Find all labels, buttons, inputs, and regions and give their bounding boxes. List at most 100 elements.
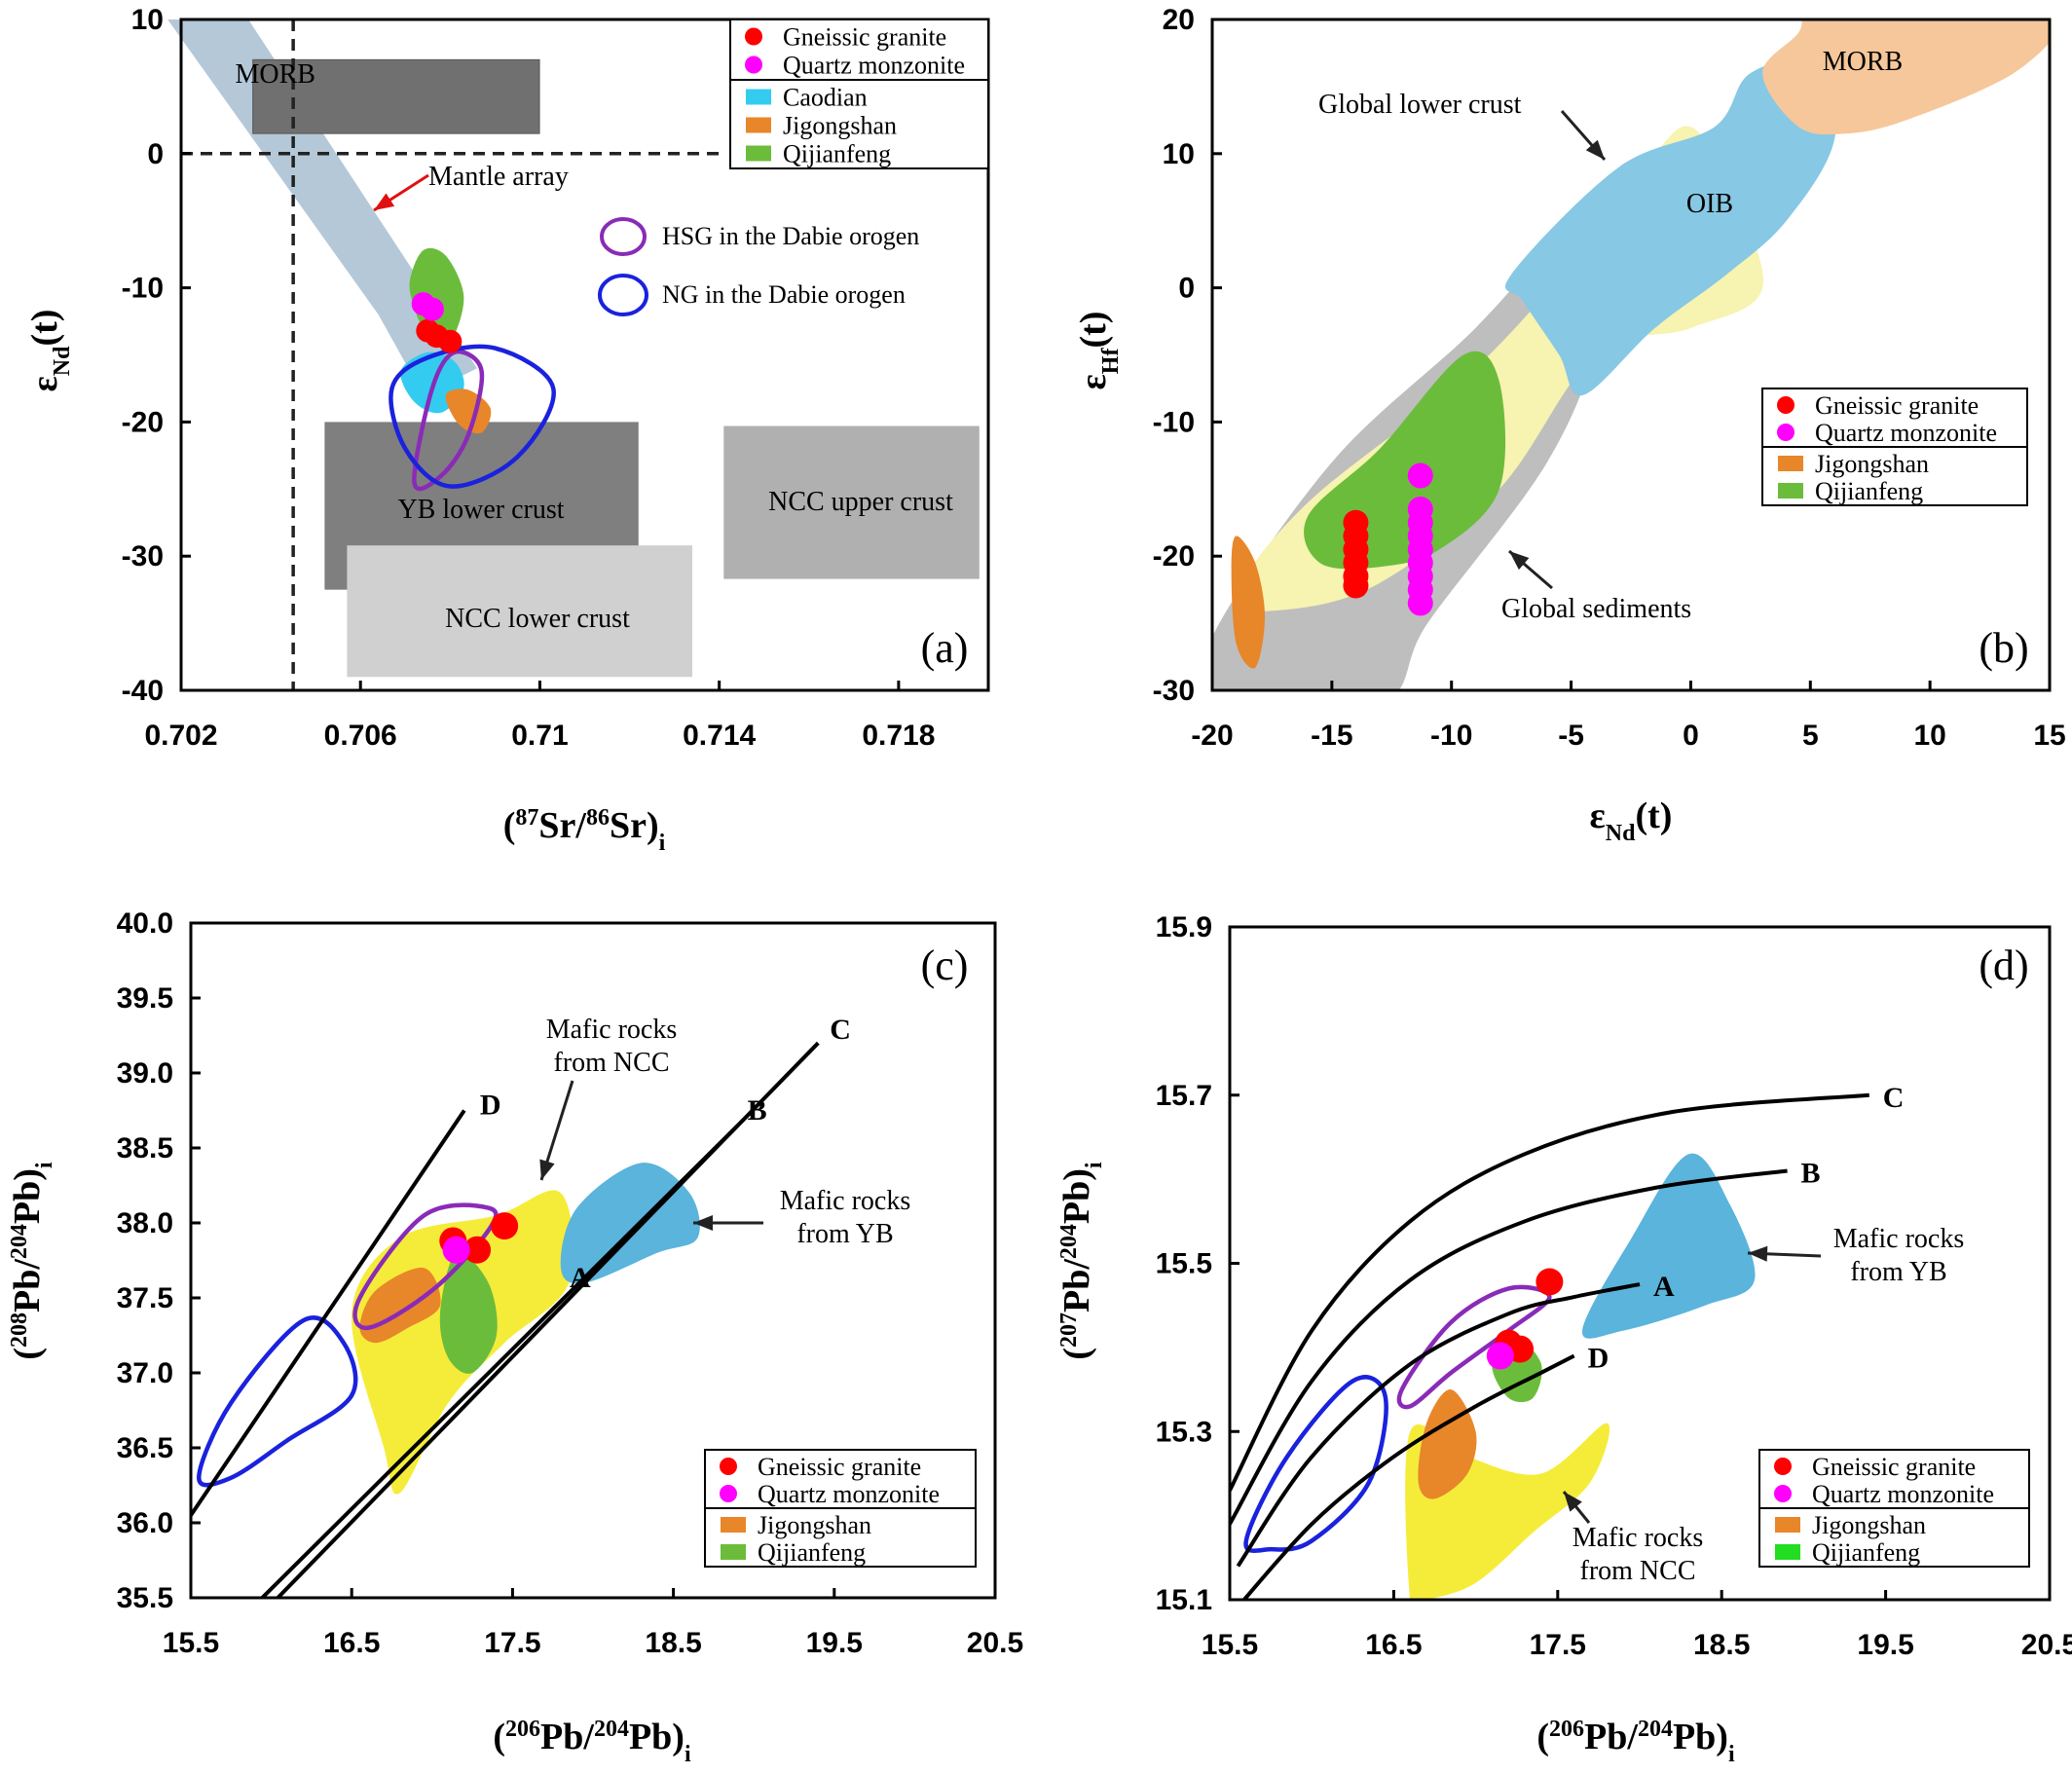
panel-d-ylabel-part: Pb/ [1056,1259,1097,1312]
panel-c-ylabel-part: i [32,1162,57,1168]
panel-c-ylabel-part: Pb/ [7,1259,48,1312]
panel-a-plot-frame [179,18,990,692]
curve-d-label-d: D [1588,1343,1610,1375]
mafic-yb-label-1: Mafic rocks [780,1186,911,1216]
panel-b-y-tick-label: -10 [1153,406,1195,438]
panel-c-y-tick-label: 38.0 [117,1207,173,1239]
qijianfeng-field-c [439,1252,498,1374]
global-lower-crust-arrow-head [1585,139,1605,160]
panel-a-xlabel: (87Sr/86Sr)i [503,805,666,856]
panel-b-x-tick-label: 15 [2033,720,2065,752]
panel-d-xlabel-part: ( [1536,1717,1549,1757]
panel-c-x-tick-label: 16.5 [323,1627,380,1659]
curve-b [259,1124,740,1598]
mafic-yb-label-2: from YB [796,1219,893,1249]
panel-a-y-tick-label: -40 [122,675,164,707]
ng-outline-d [1243,1375,1388,1554]
panel-b-xlabel-part: (t) [1635,795,1672,836]
curve-c [275,1041,820,1598]
morb-label-b: MORB [1823,47,1903,77]
mantle-array-label: Mantle array [428,162,569,192]
panel-a-x-tick-label: 0.718 [862,720,935,752]
panel-c-legend-label: Quartz monzonite [758,1480,940,1508]
panel-a-legend-label: Gneissic granite [783,23,946,52]
panel-a-legend-label: Jigongshan [783,112,897,140]
panel-b-ylabel-part: Hf [1098,348,1124,375]
hsg-legend-symbol [600,217,647,256]
panel-c-y-tick-label: 39.5 [117,982,173,1015]
ncc-lower-crust-label: NCC lower crust [445,604,630,634]
panel-c-xlabel-part: 204 [594,1717,629,1742]
panel-b-y-tick-label: -20 [1153,540,1195,573]
panel-c-xlabel-group: (206Pb/204Pb)i [493,1717,691,1767]
panel-d-legend-label: Jigongshan [1812,1511,1926,1539]
panel-b-ylabel-group: εHf(t) [1073,312,1124,390]
panel-c-ylabel-part: Pb) [7,1168,48,1224]
panel-a-xlabel-part: ( [503,805,516,846]
panel-c-ylabel-group: (208Pb/204Pb)i [7,1162,57,1360]
panel-c-xlabel-part: ( [493,1717,505,1757]
panel-b-legend-swatch [1778,483,1803,499]
panel-a-y-tick-label: -10 [122,273,164,305]
panel-b-x-tick-label: 0 [1683,720,1699,752]
panel-a-ylabel-group: εNd(t) [24,310,75,392]
morb-field [1762,19,2050,135]
panel-d-legend-swatch [1775,1544,1800,1560]
panel-d-x-tick-label: 18.5 [1693,1629,1750,1661]
panel-d-x-tick-label: 20.5 [2021,1629,2072,1661]
curve-a-d [1236,1282,1641,1568]
panel-b-xlabel: εNd(t) [1590,795,1673,846]
oib-label: OIB [1686,189,1733,219]
panel-b-plot-frame [1210,18,2052,692]
panel-d-letter: (d) [1979,942,2028,989]
panel-c-point-gneissic-granite [491,1212,519,1240]
panel-a-legend-swatch [746,117,771,133]
panel-a-point-gneissic-granite [416,318,440,343]
curve-b-d [1230,1168,1788,1526]
panel-c-legend-swatch [721,1544,746,1560]
panel-b-x-tick-label: -5 [1558,720,1584,752]
panel-c-y-tick-label: 38.5 [117,1132,173,1164]
curve-d-label: D [480,1090,501,1122]
panel-c-legend-swatch [721,1517,746,1533]
mafic-yb-field-c [560,1163,700,1284]
global-sediments-label: Global sediments [1501,594,1691,624]
panel-d-legend-label: Quartz monzonite [1812,1480,1994,1508]
mafic-ncc-label-1: Mafic rocks [546,1015,678,1045]
panel-b-xlabel-part: Nd [1606,821,1636,846]
panel-c-ylabel-part: 208 [7,1312,32,1348]
panel-b-y-tick-label: 0 [1178,273,1195,305]
mafic-yb-label-d-1: Mafic rocks [1833,1224,1965,1254]
curve-c-label-d: C [1883,1082,1905,1114]
panel-a-x-tick-label: 0.71 [511,720,568,752]
oib-field [1504,55,1837,396]
mantle-array-band [167,19,477,395]
panel-a-xlabel-part: i [659,831,666,856]
panel-a-ylabel-part: Nd [50,346,75,376]
panel-b-x-tick-label: -15 [1311,720,1352,752]
mafic-ncc-arrow-d-head [1564,1492,1582,1512]
panel-c-letter: (c) [921,942,969,989]
panel-b-legend-symbol [1777,396,1794,414]
panel-a-point-quartz-monzonite [420,297,444,321]
panel-c-x-tick-label: 20.5 [967,1627,1023,1659]
ncc-upper-crust-label: NCC upper crust [768,487,953,517]
panel-b-y-tick-label: 10 [1163,138,1195,170]
panel-b-point-quartz-monzonite [1407,590,1433,616]
panel-c-x-tick-label: 18.5 [645,1627,701,1659]
mantle-array-arrow-head [374,193,395,210]
panel-b-y-tick-label: -30 [1153,675,1195,707]
panel-b-xlabel-group: εNd(t) [1590,795,1673,846]
panel-d-legend-label: Qijianfeng [1812,1538,1920,1567]
panel-c-legend-symbol [720,1458,737,1475]
jigongshan-field-b [1231,536,1266,669]
curve-d-d [1241,1353,1575,1600]
panel-a-legend-label: Quartz monzonite [783,52,965,80]
ng-legend-label: NG in the Dabie orogen [662,280,906,309]
panel-c-xlabel: (206Pb/204Pb)i [493,1717,691,1767]
panel-c-y-tick-label: 37.5 [117,1282,173,1314]
hsg-outline-d [1396,1284,1552,1410]
panel-c-ylabel-part: ( [7,1348,48,1360]
curve-b-label: B [748,1094,767,1127]
panel-b-letter: (b) [1979,624,2028,672]
